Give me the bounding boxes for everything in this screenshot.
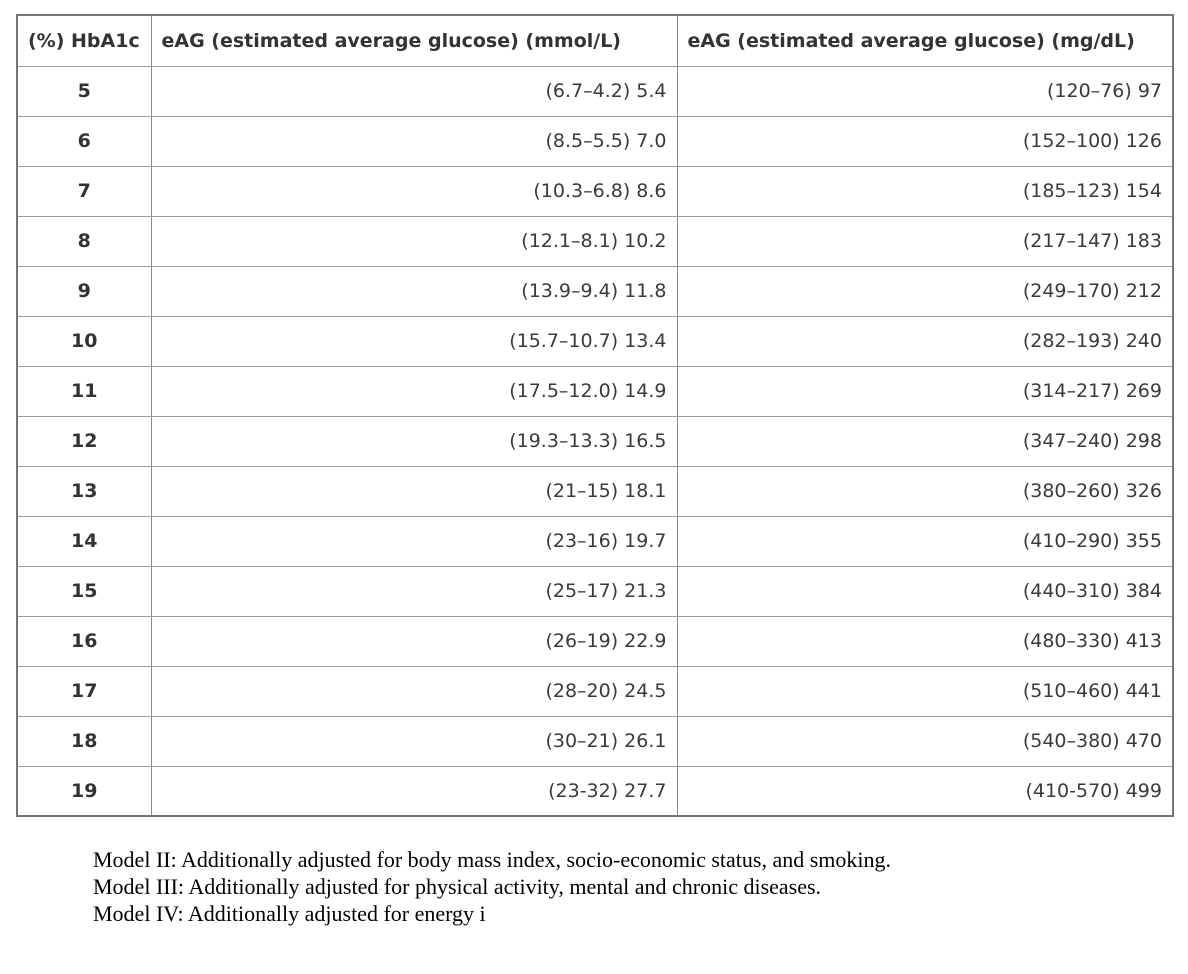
cell-eag-mmol: (19.3–13.3) 16.5 [150,415,678,467]
table-row: 11 (17.5–12.0) 14.9 (314–217) 269 [16,365,1174,417]
cell-eag-mgdl: (249–170) 212 [676,265,1174,317]
cell-eag-mgdl: (540–380) 470 [676,715,1174,767]
cell-eag-mmol: (17.5–12.0) 14.9 [150,365,678,417]
table-row: 18 (30–21) 26.1 (540–380) 470 [16,715,1174,767]
cell-eag-mgdl: (217–147) 183 [676,215,1174,267]
cell-eag-mmol: (28–20) 24.5 [150,665,678,717]
hba1c-eag-conversion-table: (%) HbA1c eAG (estimated average glucose… [16,14,1174,817]
cell-eag-mgdl: (380–260) 326 [676,465,1174,517]
table-row: 13 (21–15) 18.1 (380–260) 326 [16,465,1174,517]
cell-eag-mmol: (10.3–6.8) 8.6 [150,165,678,217]
cell-eag-mgdl: (510–460) 441 [676,665,1174,717]
cell-eag-mgdl: (152–100) 126 [676,115,1174,167]
cell-hba1c: 7 [16,165,152,217]
cell-hba1c: 8 [16,215,152,267]
table-row: 7 (10.3–6.8) 8.6 (185–123) 154 [16,165,1174,217]
cell-eag-mmol: (8.5–5.5) 7.0 [150,115,678,167]
table-body: 5 (6.7–4.2) 5.4 (120–76) 97 6 (8.5–5.5) 7.0(… [16,65,1174,817]
cell-eag-mgdl: (185–123) 154 [676,165,1174,217]
cell-eag-mmol: (25–17) 21.3 [150,565,678,617]
table-row: 16 (26–19) 22.9 (480–330) 413 [16,615,1174,667]
cell-hba1c: 11 [16,365,152,417]
cell-hba1c: 17 [16,665,152,717]
cell-hba1c: 18 [16,715,152,767]
table-row: 5 (6.7–4.2) 5.4 (120–76) 97 [16,65,1174,117]
cell-eag-mmol: (26–19) 22.9 [150,615,678,667]
table-row: 12 (19.3–13.3) 16.5 (347–240) 298 [16,415,1174,467]
table-row: 10 (15.7–10.7) 13.4 (282–193) 240 [16,315,1174,367]
table-row: 9 (13.9–9.4) 11.8 (249–170) 212 [16,265,1174,317]
table-row: 19 (23-32) 27.7 (410-570) 499 [16,765,1174,817]
cell-hba1c: 14 [16,515,152,567]
cell-eag-mmol: (6.7–4.2) 5.4 [150,65,678,117]
header-eag-mmol: eAG (estimated average glucose) (mmol/L) [150,14,678,67]
footnote-line: Model II: Additionally adjusted for body… [93,847,891,872]
cell-hba1c: 16 [16,615,152,667]
cell-eag-mgdl: (282–193) 240 [676,315,1174,367]
cell-eag-mgdl: (440–310) 384 [676,565,1174,617]
cell-eag-mmol: (23-32) 27.7 [150,765,678,817]
cell-hba1c: 12 [16,415,152,467]
cell-eag-mmol: (23–16) 19.7 [150,515,678,567]
cell-hba1c: 6 [16,115,152,167]
cell-hba1c: 5 [16,65,152,117]
cell-hba1c: 19 [16,765,152,817]
cell-eag-mmol: (12.1–8.1) 10.2 [150,215,678,267]
cell-eag-mmol: (15.7–10.7) 13.4 [150,315,678,367]
cell-eag-mgdl: (120–76) 97 [676,65,1174,117]
cell-eag-mgdl: (410-570) 499 [676,765,1174,817]
table-row: 14 (23–16) 19.7 (410–290) 355 [16,515,1174,567]
cell-hba1c: 9 [16,265,152,317]
cell-hba1c: 13 [16,465,152,517]
table-row: 15 (25–17) 21.3 (440–310) 384 [16,565,1174,617]
cell-eag-mgdl: (314–217) 269 [676,365,1174,417]
header-eag-mgdl: eAG (estimated average glucose) (mg/dL) [676,14,1174,67]
header-hba1c: (%) HbA1c [16,14,152,67]
model-footnotes: Model II: Additionally adjusted for body… [93,846,891,927]
table-row: 6 (8.5–5.5) 7.0 (152–100) 126 [16,115,1174,167]
cell-hba1c: 15 [16,565,152,617]
cell-eag-mgdl: (480–330) 413 [676,615,1174,667]
footnote-line: Model III: Additionally adjusted for phy… [93,874,822,899]
cell-eag-mgdl: (347–240) 298 [676,415,1174,467]
table-header-row: (%) HbA1c eAG (estimated average glucose… [16,14,1174,67]
cell-hba1c: 10 [16,315,152,367]
table-row: 17 (28–20) 24.5 (510–460) 441 [16,665,1174,717]
cell-eag-mmol: (13.9–9.4) 11.8 [150,265,678,317]
cell-eag-mgdl: (410–290) 355 [676,515,1174,567]
table-row: 8 (12.1–8.1) 10.2 (217–147) 183 [16,215,1174,267]
footnote-line: Model IV: Additionally adjusted for ener… [93,901,486,926]
cell-eag-mmol: (30–21) 26.1 [150,715,678,767]
cell-eag-mmol: (21–15) 18.1 [150,465,678,517]
